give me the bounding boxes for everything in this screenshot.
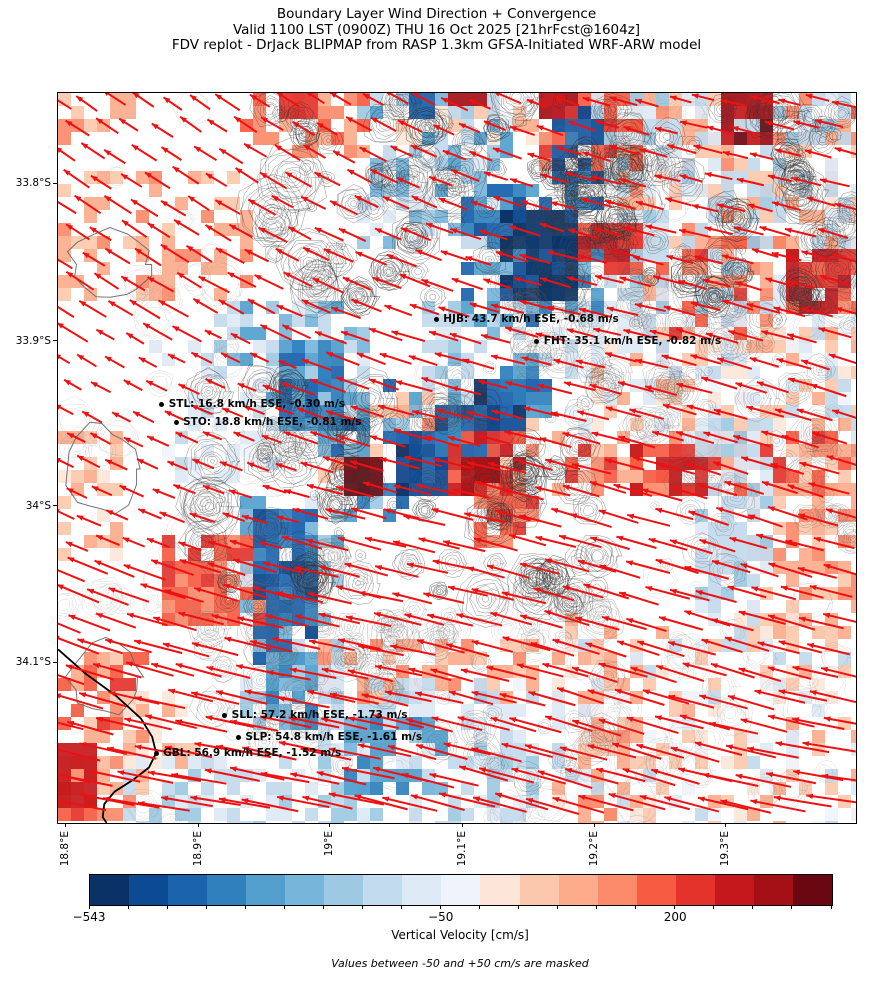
- colorbar-tick-mark: [713, 905, 715, 909]
- colorbar-tick-mark: [88, 905, 90, 909]
- figure-valid-time: Valid 1100 LST (0900Z) THU 16 Oct 2025 […: [232, 21, 641, 38]
- colorbar-segment: [519, 875, 559, 905]
- colorbar-tick-mark: [557, 905, 559, 909]
- colorbar-segment: [402, 875, 442, 905]
- y-tick-label: 33.8°S: [15, 177, 51, 190]
- colorbar-tick-mark: [400, 905, 402, 909]
- colorbar-tick-mark: [244, 905, 246, 909]
- colorbar-tick-mark: [518, 905, 520, 909]
- y-tick-mark: [53, 340, 57, 342]
- colorbar-segment: [714, 875, 754, 905]
- colorbar-segment: [324, 875, 364, 905]
- colorbar-tick-mark: [752, 905, 754, 909]
- colorbar-tick-mark: [830, 905, 832, 909]
- colorbar-tick-mark: [166, 905, 168, 909]
- x-tick-mark: [461, 823, 463, 827]
- map-canvas: [58, 93, 856, 823]
- y-tick-label: 34°S: [25, 499, 51, 512]
- colorbar-segment: [597, 875, 637, 905]
- colorbar-segment: [753, 875, 793, 905]
- x-tick-mark: [725, 823, 727, 827]
- y-tick-mark: [53, 661, 57, 663]
- colorbar-title: Vertical Velocity [cm/s]: [391, 928, 529, 942]
- figure-title-block: Boundary Layer Wind Direction + Converge…: [0, 6, 873, 54]
- x-tick-label: 18.9°E: [191, 831, 204, 867]
- colorbar-segment: [480, 875, 520, 905]
- colorbar-segment: [90, 875, 130, 905]
- x-tick-label: 19°E: [323, 831, 336, 857]
- colorbar-tick-mark: [479, 905, 481, 909]
- x-tick-mark: [329, 823, 331, 827]
- x-tick-label: 18.8°E: [59, 831, 72, 867]
- colorbar-tick-mark: [635, 905, 637, 909]
- x-tick-mark: [197, 823, 199, 827]
- colorbar: [89, 874, 833, 906]
- colorbar-segment: [363, 875, 403, 905]
- colorbar-tick-mark: [674, 905, 676, 909]
- y-tick-label: 33.9°S: [15, 334, 51, 347]
- colorbar-segment: [441, 875, 481, 905]
- colorbar-segment: [792, 875, 832, 905]
- colorbar-tick-mark: [361, 905, 363, 909]
- colorbar-tick-label: 200: [663, 910, 687, 924]
- colorbar-tick-mark: [439, 905, 441, 909]
- colorbar-tick-mark: [205, 905, 207, 909]
- y-tick-mark: [53, 182, 57, 184]
- colorbar-segment: [168, 875, 208, 905]
- colorbar-segment: [675, 875, 715, 905]
- colorbar-tick-mark: [283, 905, 285, 909]
- colorbar-tick-mark: [596, 905, 598, 909]
- masked-values-note: Values between -50 and +50 cm/s are mask…: [331, 957, 589, 970]
- colorbar-segment: [207, 875, 247, 905]
- figure-title: Boundary Layer Wind Direction + Converge…: [276, 6, 597, 22]
- colorbar-segment: [246, 875, 286, 905]
- colorbar-tick-mark: [791, 905, 793, 909]
- colorbar-segment: [636, 875, 676, 905]
- x-tick-label: 19.1°E: [455, 831, 468, 867]
- colorbar-tick-mark: [127, 905, 129, 909]
- y-tick-mark: [53, 505, 57, 507]
- x-tick-label: 19.2°E: [587, 831, 600, 867]
- colorbar-segment: [558, 875, 598, 905]
- colorbar-tick-label: −543: [72, 910, 106, 924]
- x-tick-label: 19.3°E: [719, 831, 732, 867]
- y-tick-label: 34.1°S: [15, 656, 51, 669]
- colorbar-tick-mark: [322, 905, 324, 909]
- x-tick-mark: [65, 823, 67, 827]
- figure-model-source: FDV replot - DrJack BLIPMAP from RASP 1.…: [171, 37, 702, 54]
- colorbar-tick-label: −50: [428, 910, 454, 924]
- colorbar-segment: [129, 875, 169, 905]
- colorbar-segment: [285, 875, 325, 905]
- x-tick-mark: [593, 823, 595, 827]
- map-plot-area: HJB: 43.7 km/h ESE, -0.68 m/s FHT: 35.1 k…: [57, 92, 857, 824]
